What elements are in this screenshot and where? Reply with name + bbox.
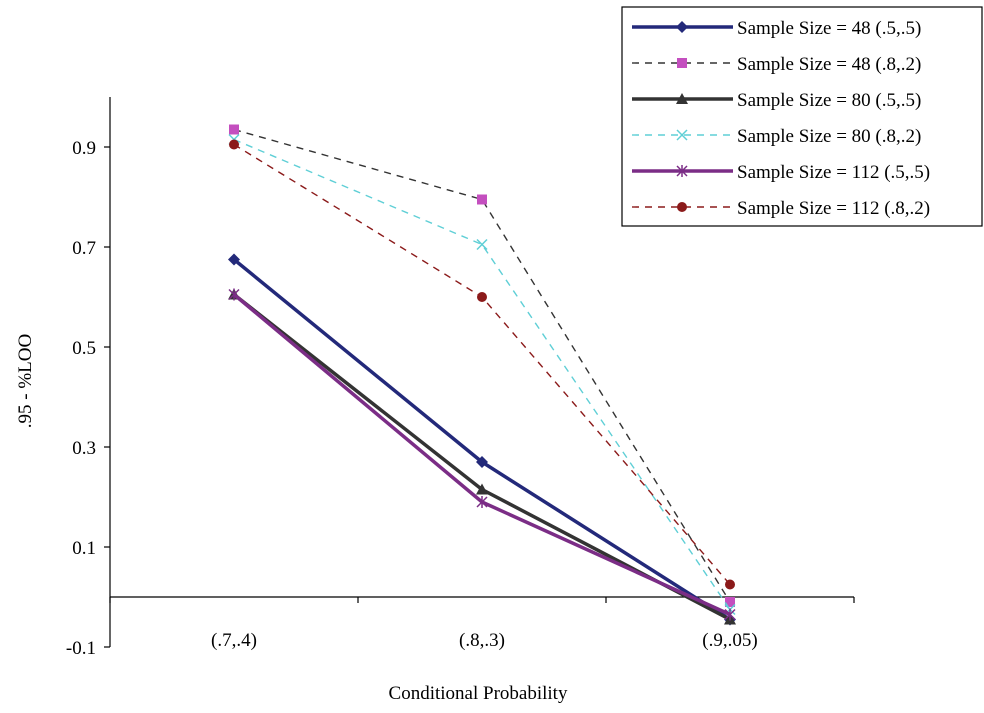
y-ticks: 0.9 0.7 0.5 0.3 0.1 -0.1 [66, 138, 110, 659]
legend-items: Sample Size = 48 (.5,.5) Sample Size = 48… [632, 18, 930, 219]
y-tick-label: -0.1 [66, 638, 96, 659]
legend-marker [676, 93, 688, 104]
y-tick-label: 0.3 [72, 438, 96, 459]
series-6 [229, 139, 735, 590]
series-1 [228, 253, 736, 626]
series-line [232, 293, 731, 617]
legend: Sample Size = 48 (.5,.5) Sample Size = 48… [621, 6, 983, 227]
plot-area: 0.9 0.7 0.5 0.3 0.1 -0.1 (.7,.4) (.8,.3) (.9,.0… [66, 97, 855, 659]
series-line [233, 138, 731, 610]
data-point [228, 253, 240, 266]
data-point [476, 238, 488, 251]
legend-marker [677, 58, 687, 68]
data-point [229, 124, 239, 135]
y-tick-label: 0.9 [72, 138, 96, 159]
data-point [476, 483, 488, 495]
y-tick-label: 0.7 [72, 238, 96, 259]
data-point [725, 597, 735, 607]
series-5 [228, 288, 736, 621]
y-axis-title: .95 - %LOO [15, 334, 36, 428]
y-tick-label: 0.5 [72, 338, 96, 359]
legend-item: Sample Size = 48 (.8,.2) [632, 54, 921, 75]
series-layer [228, 124, 736, 626]
x-tick-label: (.8,.3) [459, 630, 505, 651]
data-point [476, 496, 488, 508]
legend-item: Sample Size = 112 (.8,.2) [632, 198, 930, 219]
legend-label: Sample Size = 112 (.5,.5) [737, 162, 930, 183]
legend-label: Sample Size = 48 (.8,.2) [737, 54, 921, 75]
data-point [477, 194, 487, 205]
legend-label: Sample Size = 80 (.5,.5) [737, 90, 921, 111]
legend-marker [676, 129, 688, 141]
legend-label: Sample Size = 112 (.8,.2) [737, 198, 930, 219]
legend-item: Sample Size = 112 (.5,.5) [632, 162, 930, 183]
legend-label: Sample Size = 48 (.5,.5) [737, 18, 921, 39]
data-point [725, 579, 735, 590]
legend-item: Sample Size = 80 (.8,.2) [632, 126, 921, 147]
data-point [476, 456, 488, 468]
legend-box [621, 6, 983, 227]
legend-item: Sample Size = 80 (.5,.5) [632, 90, 921, 111]
y-tick-label: 0.1 [72, 538, 96, 559]
series-2 [229, 124, 735, 607]
legend-item: Sample Size = 48 (.5,.5) [632, 18, 921, 39]
legend-marker [676, 165, 688, 177]
legend-label: Sample Size = 80 (.8,.2) [737, 126, 921, 147]
data-point [229, 139, 239, 150]
data-point [477, 292, 487, 302]
x-ticks: (.7,.4) (.8,.3) (.9,.05) [109, 597, 855, 651]
legend-marker [677, 202, 687, 212]
series-line [233, 128, 731, 603]
data-point [228, 288, 240, 301]
legend-marker [676, 21, 688, 33]
data-point [724, 608, 736, 621]
x-axis-title: Conditional Probability [389, 683, 568, 704]
x-tick-label: (.7,.4) [211, 630, 257, 651]
series-line [232, 258, 731, 621]
x-tick-label: (.9,.05) [702, 630, 757, 651]
